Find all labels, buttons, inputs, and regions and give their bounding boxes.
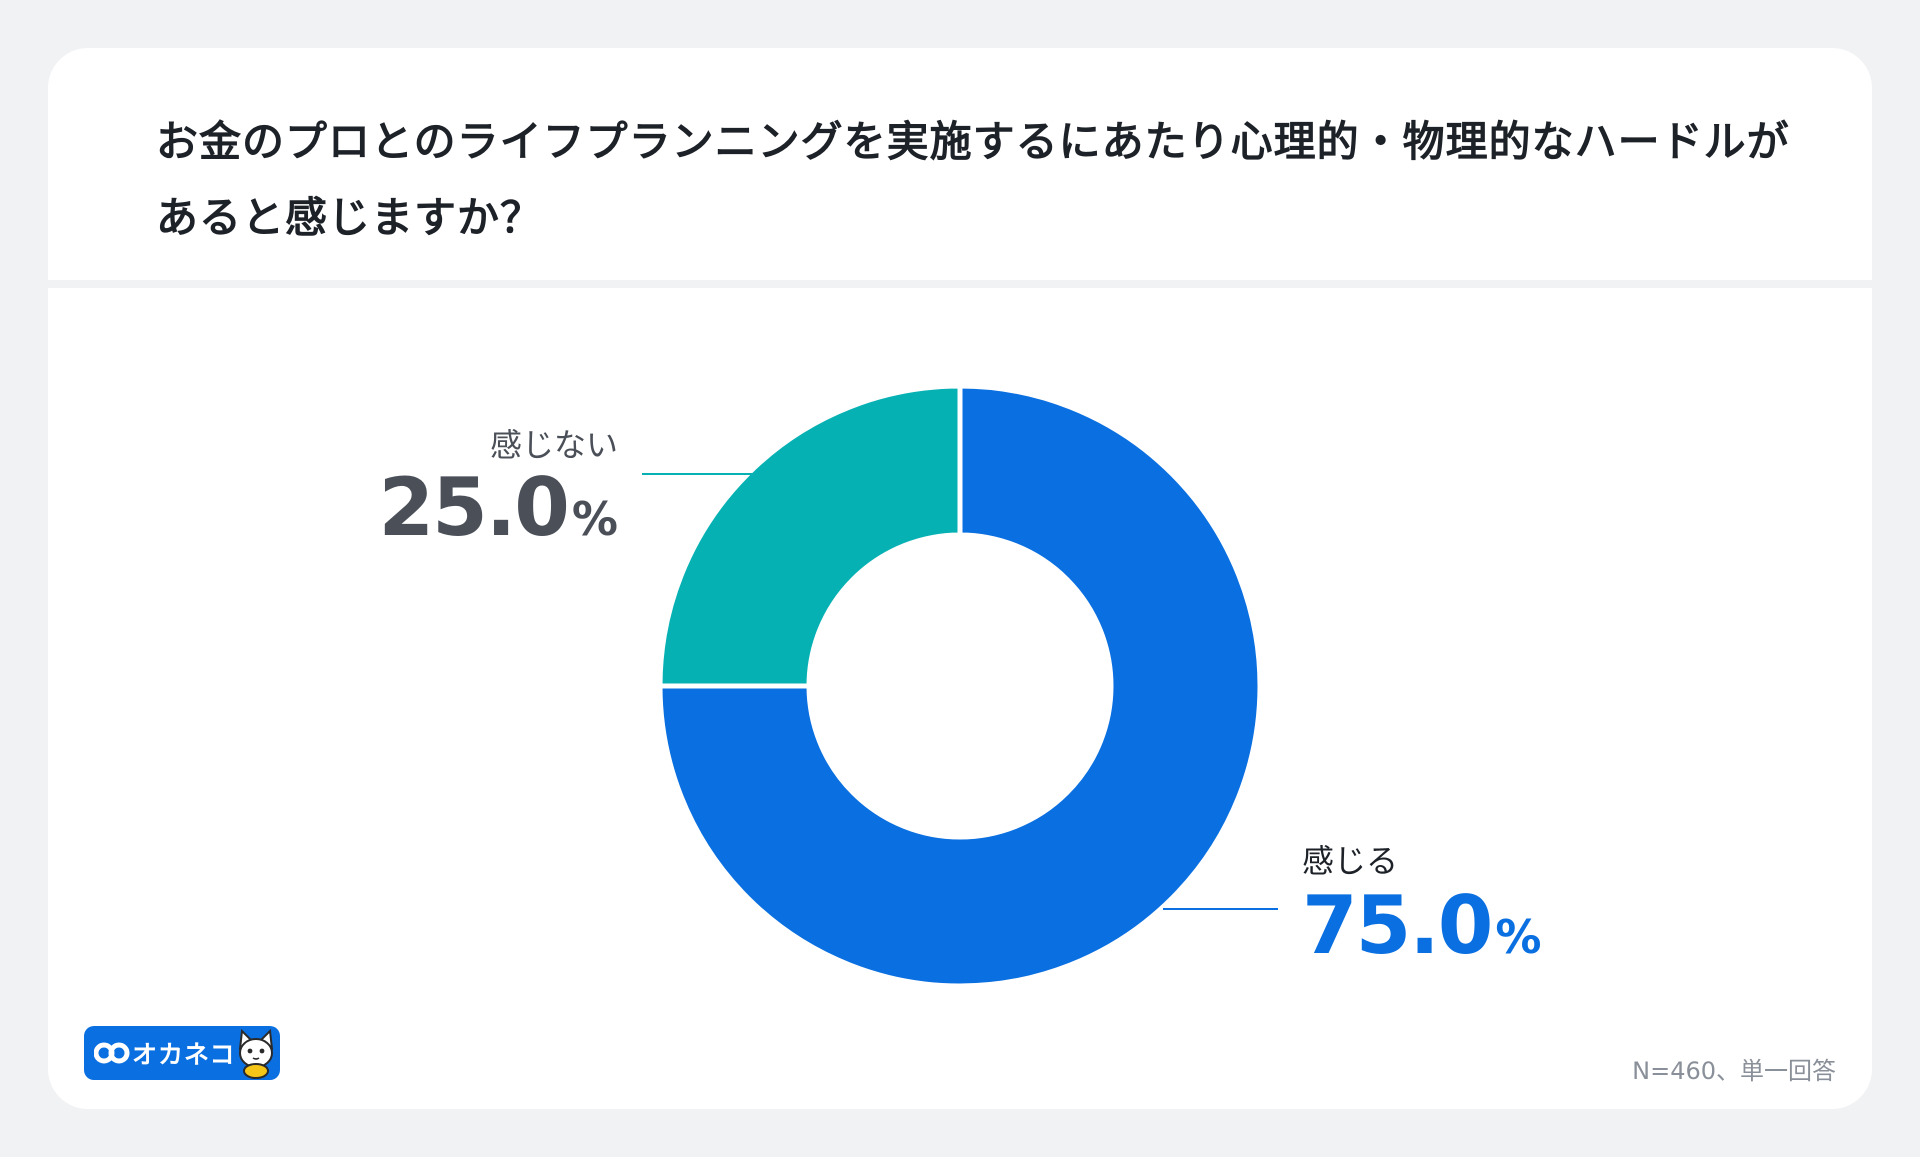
sample-size-note: N=460、単一回答: [1632, 1057, 1836, 1085]
slice-label-kanjiru: 感じる: [1302, 842, 1399, 880]
donut-slice-0: [657, 383, 1263, 989]
donut-chart: [642, 383, 1278, 989]
slice-value-number: 75.0: [1302, 879, 1493, 972]
title-divider: [48, 280, 1872, 288]
donut-slice-1: [657, 383, 963, 689]
logo-text: オカネコ: [132, 1040, 236, 1069]
slice-value-kanjiru: 75.0%: [1302, 882, 1541, 970]
chart-card: お金のプロとのライフプランニングを実施するにあたり心理的・物理的なハードルがある…: [48, 48, 1872, 1109]
chart-title: お金のプロとのライフプランニングを実施するにあたり心理的・物理的なハードルがある…: [156, 117, 1790, 242]
slice-label-kanjinai: 感じない: [489, 426, 618, 464]
cat-mascot-icon: [238, 1028, 274, 1079]
slice-value-unit: %: [571, 492, 618, 546]
slice-value-unit: %: [1495, 910, 1542, 964]
title-area: お金のプロとのライフプランニングを実施するにあたり心理的・物理的なハードルがある…: [48, 48, 1872, 280]
slice-value-kanjinai: 25.0%: [379, 464, 618, 552]
okaneko-logo: オカネコ: [84, 1026, 280, 1080]
logo-mark-icon: [94, 1042, 130, 1064]
slice-value-number: 25.0: [378, 461, 570, 554]
